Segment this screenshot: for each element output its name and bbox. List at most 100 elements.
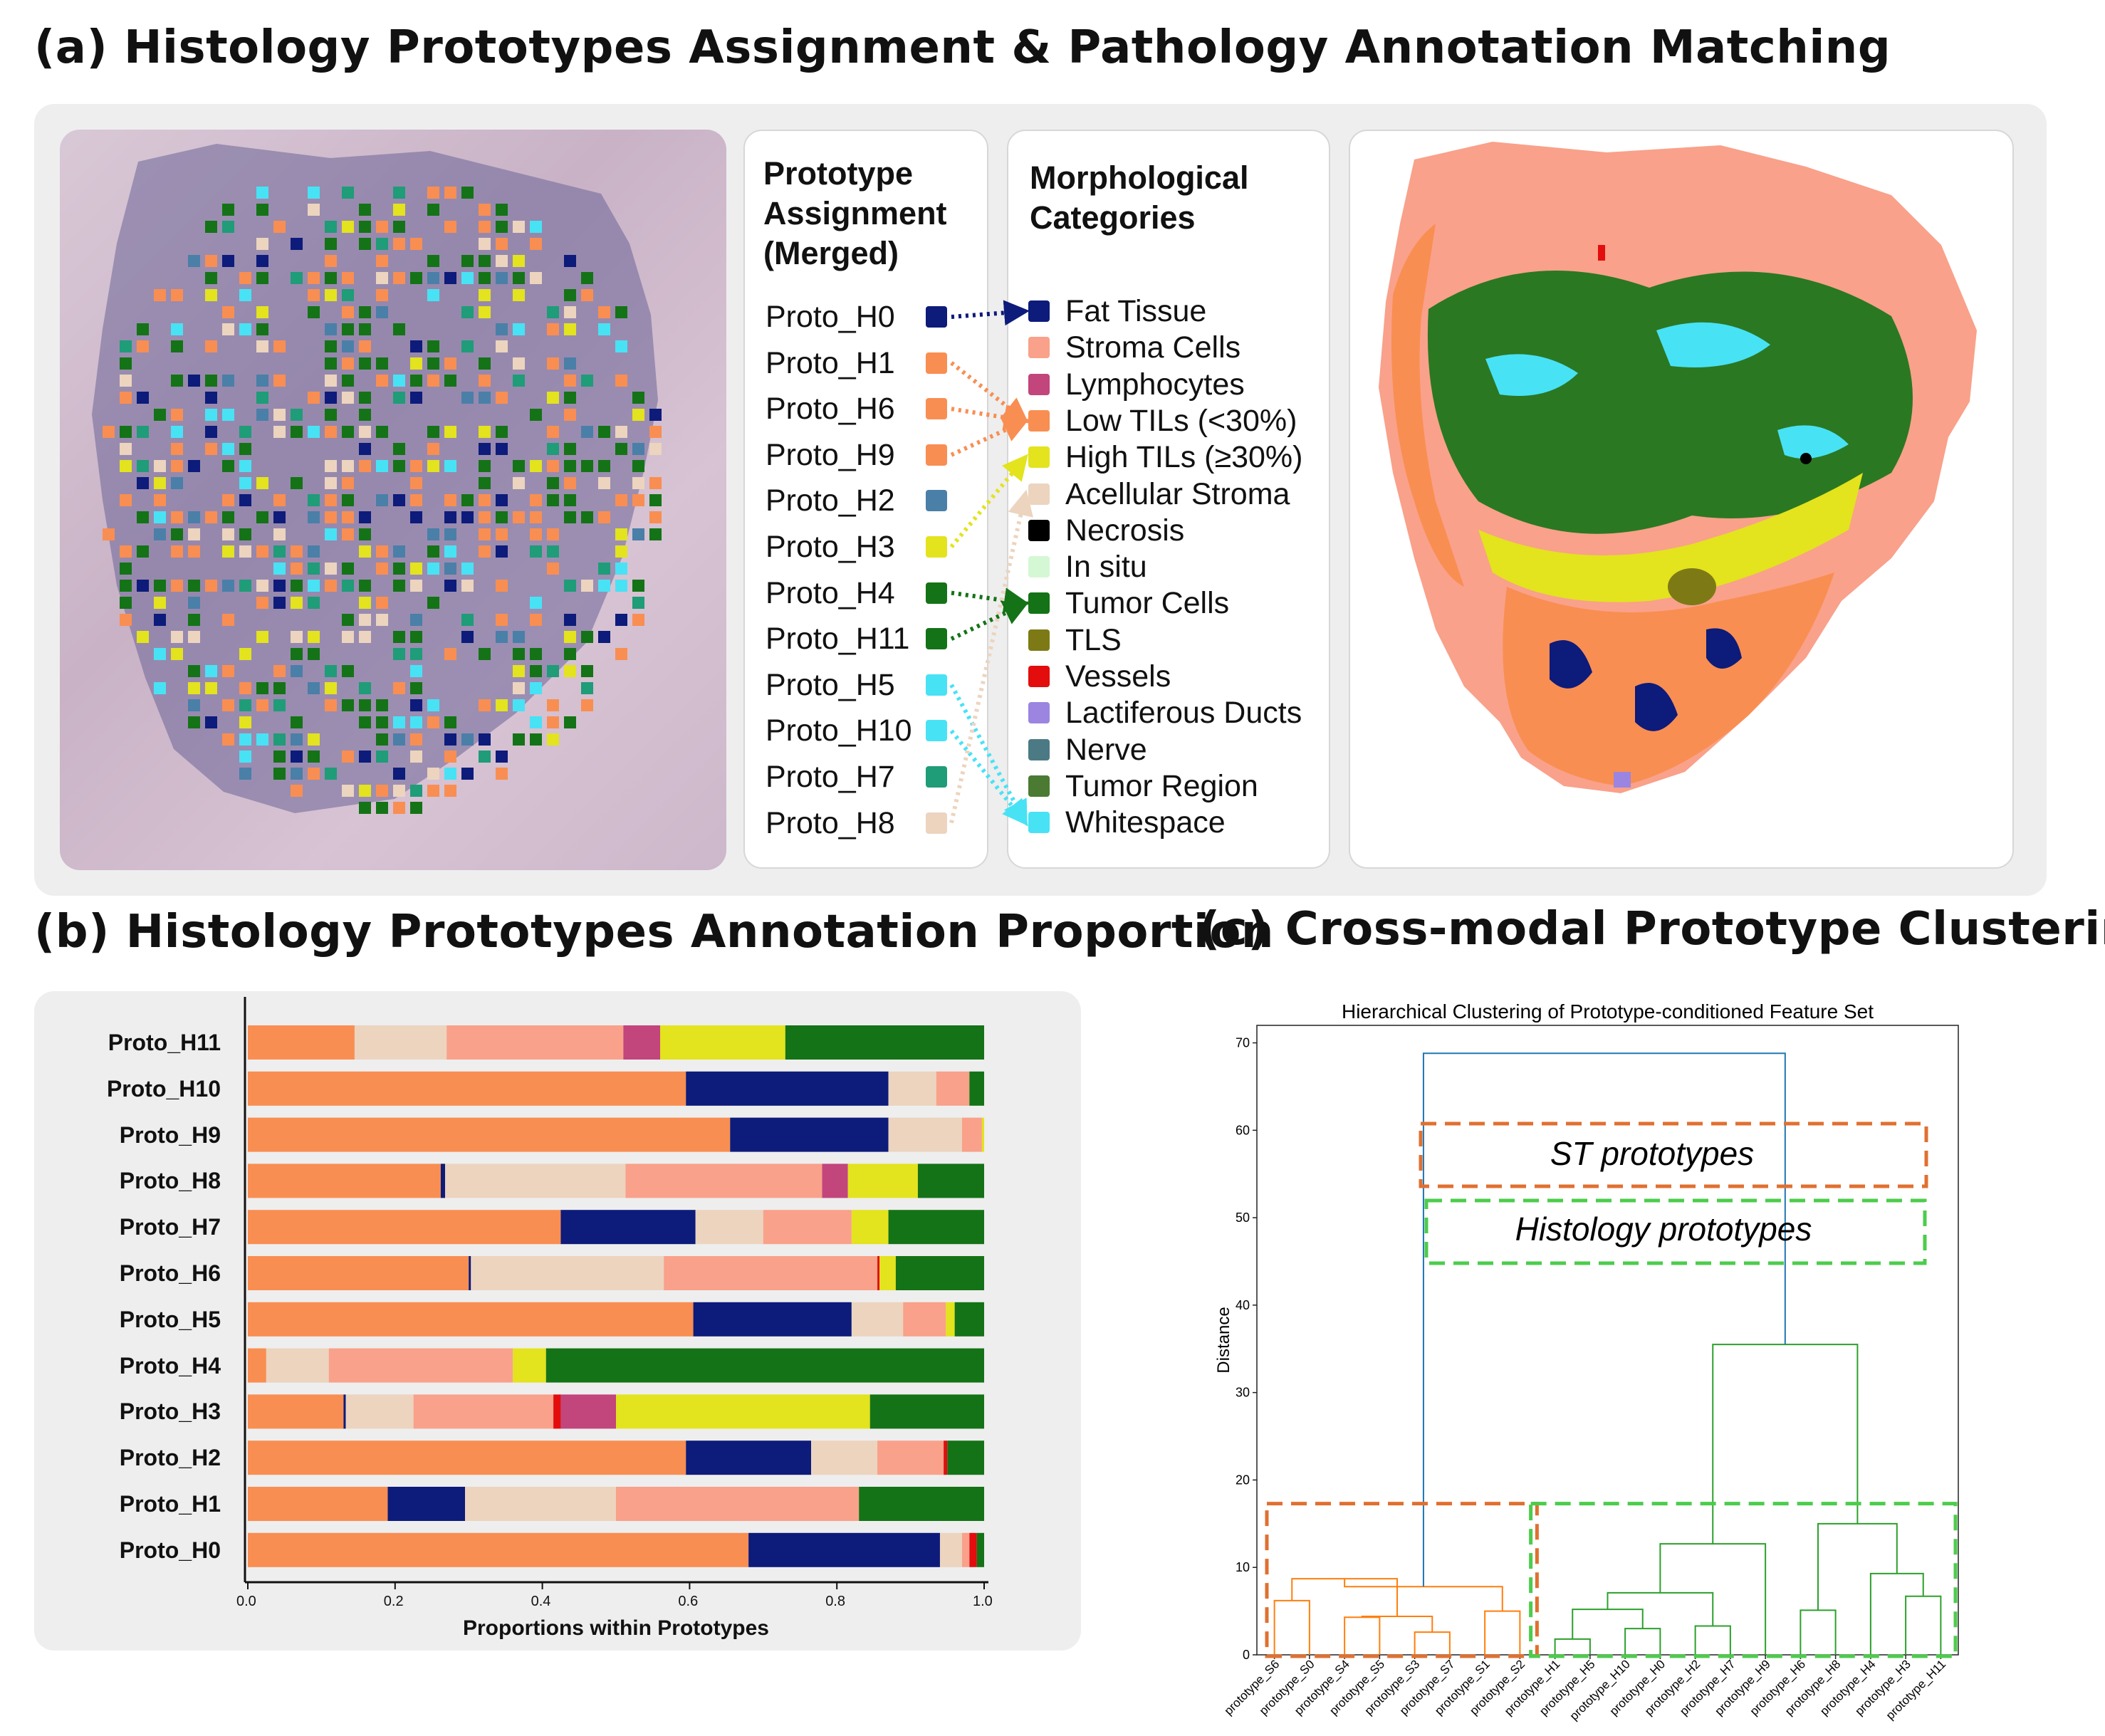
bar-segment [471,1256,664,1290]
prototype-spot [154,409,166,421]
bar-segment [954,1302,984,1337]
category-label: Lymphocytes [1065,367,1245,402]
prototype-spot [444,187,456,199]
prototype-spot [291,733,303,746]
prototype-spot [496,238,508,250]
prototype-spot [103,528,115,540]
prototype-spot [222,580,234,592]
prototype-spot [325,272,337,284]
prototype-spot [359,460,371,472]
prototype-spot [188,665,200,677]
dendrogram-link [1361,1615,1433,1633]
prototype-spot [393,631,405,643]
prototype-color-swatch [926,674,947,696]
prototype-spot [427,443,439,455]
prototype-spot [171,580,183,592]
prototype-spot [171,443,183,455]
prototype-spot [188,460,200,472]
prototype-spot [393,238,405,250]
bar-segment [695,1210,763,1245]
prototype-spot [427,768,439,780]
prototype-spot [120,392,132,404]
st-cluster-box [1265,1502,1539,1658]
prototype-spot [598,477,610,489]
prototype-spot [222,665,234,677]
prototype-spot [410,563,422,575]
prototype-spot [137,426,149,438]
prototype-spot [342,289,354,301]
category-color-swatch [1028,337,1050,359]
prototype-spot [615,614,627,626]
prototype-spot [325,357,337,370]
prototype-spot [513,682,525,694]
bar-segment [469,1256,471,1290]
prototype-color-swatch [926,398,947,420]
dendrogram-link [1817,1522,1898,1611]
prototype-spot [581,580,593,592]
prototype-spot [479,426,491,438]
bar-segment [328,1348,513,1383]
prototype-spot [376,563,388,575]
prototype-spot [393,272,405,284]
prototype-spot [154,614,166,626]
prototype-spot [359,204,371,216]
prototype-spot [564,477,576,489]
annotation-fat-tissue-region [1550,628,1742,731]
prototype-spot [308,563,320,575]
bar-row-label: Proto_H6 [119,1260,221,1286]
category-color-swatch [1028,812,1050,834]
bar-segment [748,1532,940,1567]
annotation-low-tils-bottom [1503,572,1834,786]
prototype-spot [325,221,337,233]
category-label: Tumor Cells [1065,586,1230,621]
prototype-spot [479,751,491,763]
prototype-spot [291,665,303,677]
dendrogram-y-tick-label: 50 [1236,1211,1250,1225]
prototype-spot [444,580,456,592]
prototype-spot [325,238,337,250]
prototype-spot [222,375,234,387]
prototype-spot [154,289,166,301]
prototype-spot [376,375,388,387]
prototype-spot [308,272,320,284]
prototype-spot [359,545,371,558]
prototype-spot [496,511,508,523]
prototype-spot [256,187,268,199]
morph-title: Morphological Categories [1030,158,1249,238]
bar-segment [859,1487,984,1521]
prototype-spot [120,545,132,558]
bar-row-label: Proto_H10 [106,1075,221,1102]
prototype-spot [342,563,354,575]
prototype-spot [444,545,456,558]
prototype-spot [564,614,576,626]
prototype-spot [205,255,217,267]
bar-segment [248,1348,266,1383]
prototype-spot [256,511,268,523]
prototype-spot [479,221,491,233]
prototype-spot [205,511,217,523]
prototype-spot [342,221,354,233]
prototype-spot [376,357,388,370]
prototype-spot [479,272,491,284]
prototype-spot [222,699,234,711]
prototype-spot [410,272,422,284]
prototype-spot [273,597,286,609]
prototype-spot [273,751,286,763]
prototype-spot [222,511,234,523]
category-label: TLS [1065,622,1122,657]
category-color-swatch [1028,300,1050,322]
prototype-spot [154,580,166,592]
prototype-spot [427,597,439,609]
prototype-spot [137,580,149,592]
prototype-spot [547,443,559,455]
prototype-spot [239,768,251,780]
prototype-spot [291,426,303,438]
prototype-spot [632,597,644,609]
prototype-spot [513,221,525,233]
prototype-spot [564,511,576,523]
bar-x-tick-label: 1.0 [973,1594,993,1609]
prototype-spot [325,375,337,387]
prototype-spot [547,733,559,746]
prototype-spot [564,631,576,643]
prototype-spot [273,340,286,352]
